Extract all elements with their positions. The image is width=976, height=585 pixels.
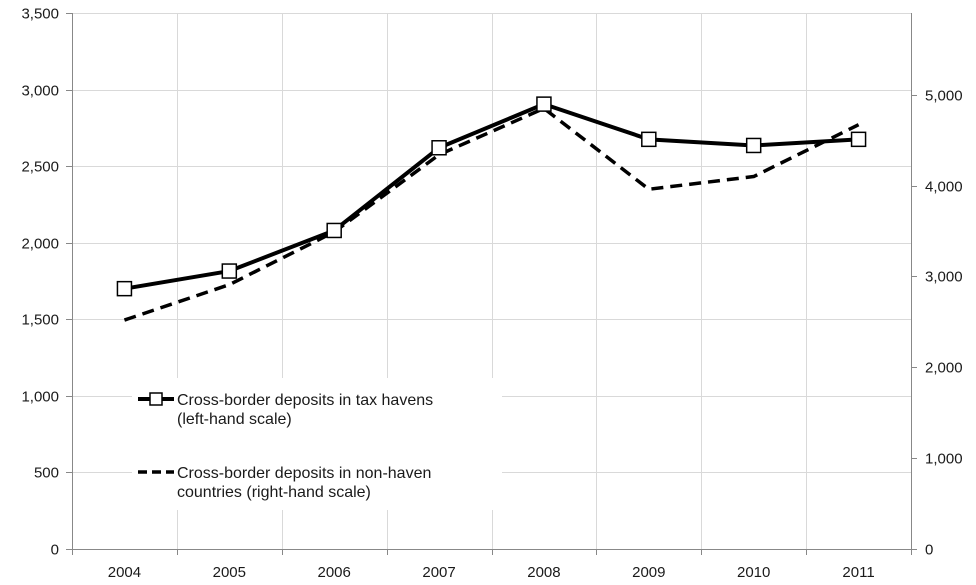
left-tick-label: 2,500 (21, 159, 59, 176)
x-tick-label: 2011 (842, 564, 874, 581)
data-point-marker (326, 222, 342, 239)
series-line-non-haven (123, 106, 860, 322)
legend-label: (left-hand scale) (177, 411, 292, 428)
right-tick-label: 2,000 (925, 360, 963, 377)
x-tick-label: 2005 (213, 564, 246, 581)
right-tick-label: 4,000 (925, 179, 963, 196)
left-tick-label: 3,000 (21, 83, 59, 100)
data-point-marker (116, 280, 133, 297)
data-point-marker (536, 96, 552, 112)
legend-label: countries (right-hand scale) (177, 484, 371, 501)
x-tick-label: 2006 (318, 564, 351, 581)
x-axis-tick-labels: 2004 2005 2006 2007 2008 2009 2010 2011 (108, 564, 875, 581)
right-axis-tick-labels: 0 1,000 2,000 3,000 4,000 5,000 (925, 88, 963, 559)
x-tick-label: 2009 (632, 564, 665, 581)
x-tick-label: 2008 (527, 564, 560, 581)
x-tick-label: 2010 (737, 564, 770, 581)
right-tick-label: 0 (925, 542, 933, 559)
data-point-marker (431, 140, 447, 156)
legend-key-marker (149, 392, 163, 406)
left-tick-label: 0 (51, 542, 59, 559)
x-tick-label: 2004 (108, 564, 141, 581)
right-tick-label: 1,000 (925, 451, 963, 468)
left-tick-label: 1,500 (21, 312, 59, 329)
data-point-marker (221, 263, 238, 279)
axes (66, 13, 917, 555)
x-tick-label: 2007 (422, 564, 455, 581)
legend: Cross-border deposits in tax havens (left… (132, 378, 502, 510)
left-tick-label: 2,000 (21, 236, 59, 253)
data-point-marker (745, 137, 762, 154)
left-tick-label: 1,000 (21, 389, 59, 406)
right-tick-label: 5,000 (925, 88, 963, 105)
legend-background (132, 378, 502, 510)
right-tick-label: 3,000 (925, 269, 963, 286)
series-line-tax-havens (124, 102, 859, 291)
series-layer (116, 96, 867, 322)
data-point-marker (641, 131, 657, 148)
data-point-marker (850, 131, 867, 148)
left-tick-label: 3,500 (21, 6, 59, 23)
left-tick-label: 500 (34, 465, 59, 482)
legend-label: Cross-border deposits in tax havens (177, 392, 433, 409)
gridlines (72, 13, 911, 549)
left-axis-tick-labels: 0 500 1,000 1,500 2,000 2,500 3,000 3,500 (21, 6, 59, 559)
legend-label: Cross-border deposits in non-haven (177, 465, 431, 482)
